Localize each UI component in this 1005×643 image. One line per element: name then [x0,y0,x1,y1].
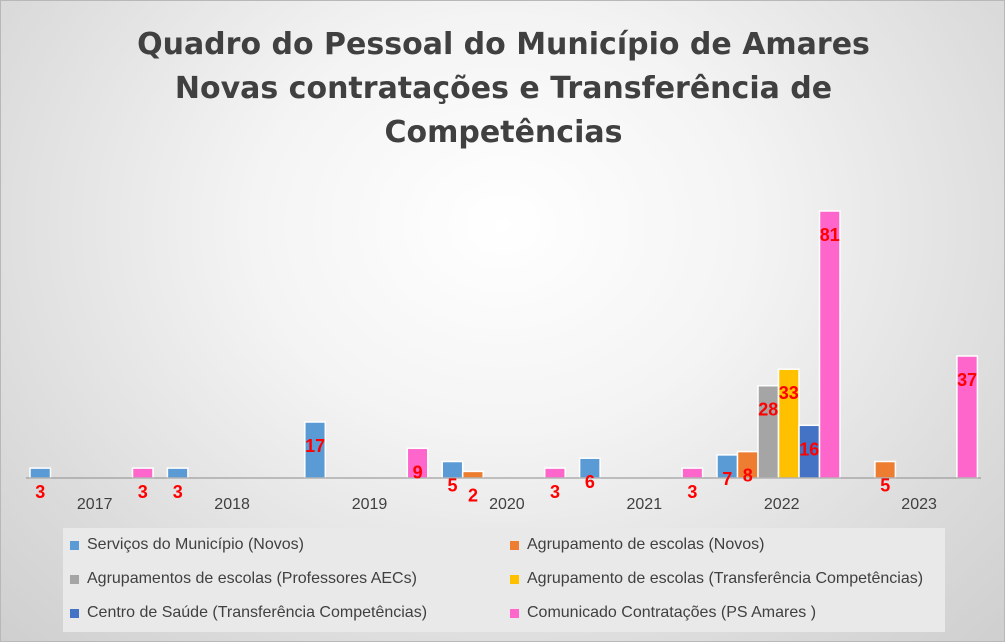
legend-label: Agrupamentos de escolas (Professores AEC… [87,570,417,587]
chart-title-line-2: Novas contratações e Transferência de [174,71,833,106]
data-label-comunicado-contratacoes-ps-amares-2019: 9 [413,462,423,482]
x-tick-label-2020: 2020 [489,496,525,513]
chart-title-line-1: Quadro do Pessoal do Município de Amares [137,27,870,62]
legend-item-agrupamento-novos: Agrupamento de escolas (Novos) [510,536,764,554]
legend-label: Agrupamento de escolas (Novos) [527,536,765,553]
x-tick-label-2017: 2017 [77,496,113,513]
legend-item-comunicado: Comunicado Contratações (PS Amares ) [510,604,816,622]
data-label-agrupamento-de-escolas-transferencia-competencias-2022: 33 [779,383,799,403]
data-label-comunicado-contratacoes-ps-amares-2017: 3 [138,482,148,502]
data-label-agrupamento-de-escolas-novos-2022: 8 [743,466,753,486]
legend-item-centro-saude: Centro de Saúde (Transferência Competênc… [70,604,427,622]
x-tick-label-2018: 2018 [214,496,250,513]
legend-swatch [70,540,79,550]
legend-swatch [510,608,519,618]
legend-label: Centro de Saúde (Transferência Competênc… [87,604,428,621]
x-tick-label-2023: 2023 [901,496,937,513]
x-tick-label-2022: 2022 [764,496,800,513]
legend: Serviços do Município (Novos) Agrupament… [63,528,945,632]
legend-swatch [510,540,519,550]
bar-servicos-do-municipio-novos-2018 [166,467,189,479]
data-label-agrupamento-de-escolas-novos-2020: 2 [468,485,478,505]
legend-label: Agrupamento de escolas (Transferência Co… [527,570,924,587]
x-tick-labels: 2017 2018 2019 2020 2021 2022 2023 [77,496,937,513]
legend-label: Comunicado Contratações (PS Amares ) [527,604,817,621]
legend-item-agrupamento-transferencia: Agrupamento de escolas (Transferência Co… [510,570,923,588]
data-label-comunicado-contratacoes-ps-amares-2022: 81 [820,225,840,245]
legend-swatch [510,574,519,584]
data-label-agrupamento-de-escolas-novos-2023: 5 [880,476,890,496]
data-label-comunicado-contratacoes-ps-amares-2020: 3 [550,482,560,502]
bar-comunicado-contratacoes-ps-amares-2022 [818,210,841,479]
x-tick-label-2021: 2021 [627,496,663,513]
data-label-agrupamentos-de-escolas-professores-aecs-2022: 28 [758,400,778,420]
data-label-servicos-do-municipio-novos-2019: 17 [305,436,325,456]
x-tick-label-2019: 2019 [352,496,388,513]
data-label-servicos-do-municipio-novos-2018: 3 [173,482,183,502]
data-label-servicos-do-municipio-novos-2020: 5 [447,476,457,496]
legend-swatch [70,574,79,584]
data-label-comunicado-contratacoes-ps-amares-2023: 37 [957,370,977,390]
legend-label: Serviços do Município (Novos) [87,536,304,553]
data-label-servicos-do-municipio-novos-2021: 6 [585,472,595,492]
legend-item-servicos: Serviços do Município (Novos) [70,536,304,554]
legend-swatch [70,608,79,618]
bar-comunicado-contratacoes-ps-amares-2017 [131,467,154,479]
data-label-centro-de-saude-transferencia-competencias-2022: 16 [799,439,819,459]
data-label-servicos-do-municipio-novos-2017: 3 [35,482,45,502]
bar-agrupamento-de-escolas-novos-2020 [461,470,484,479]
bars-layer [29,210,979,479]
data-label-servicos-do-municipio-novos-2022: 7 [722,469,732,489]
bar-comunicado-contratacoes-ps-amares-2021 [681,467,704,479]
chart-title-line-3: Competências [384,115,623,150]
bar-comunicado-contratacoes-ps-amares-2020 [543,467,566,479]
bar-servicos-do-municipio-novos-2017 [29,467,52,479]
data-label-comunicado-contratacoes-ps-amares-2021: 3 [687,482,697,502]
chart-title: Quadro do Pessoal do Município de Amares… [1,23,1005,155]
legend-item-professores-aecs: Agrupamentos de escolas (Professores AEC… [70,570,417,588]
